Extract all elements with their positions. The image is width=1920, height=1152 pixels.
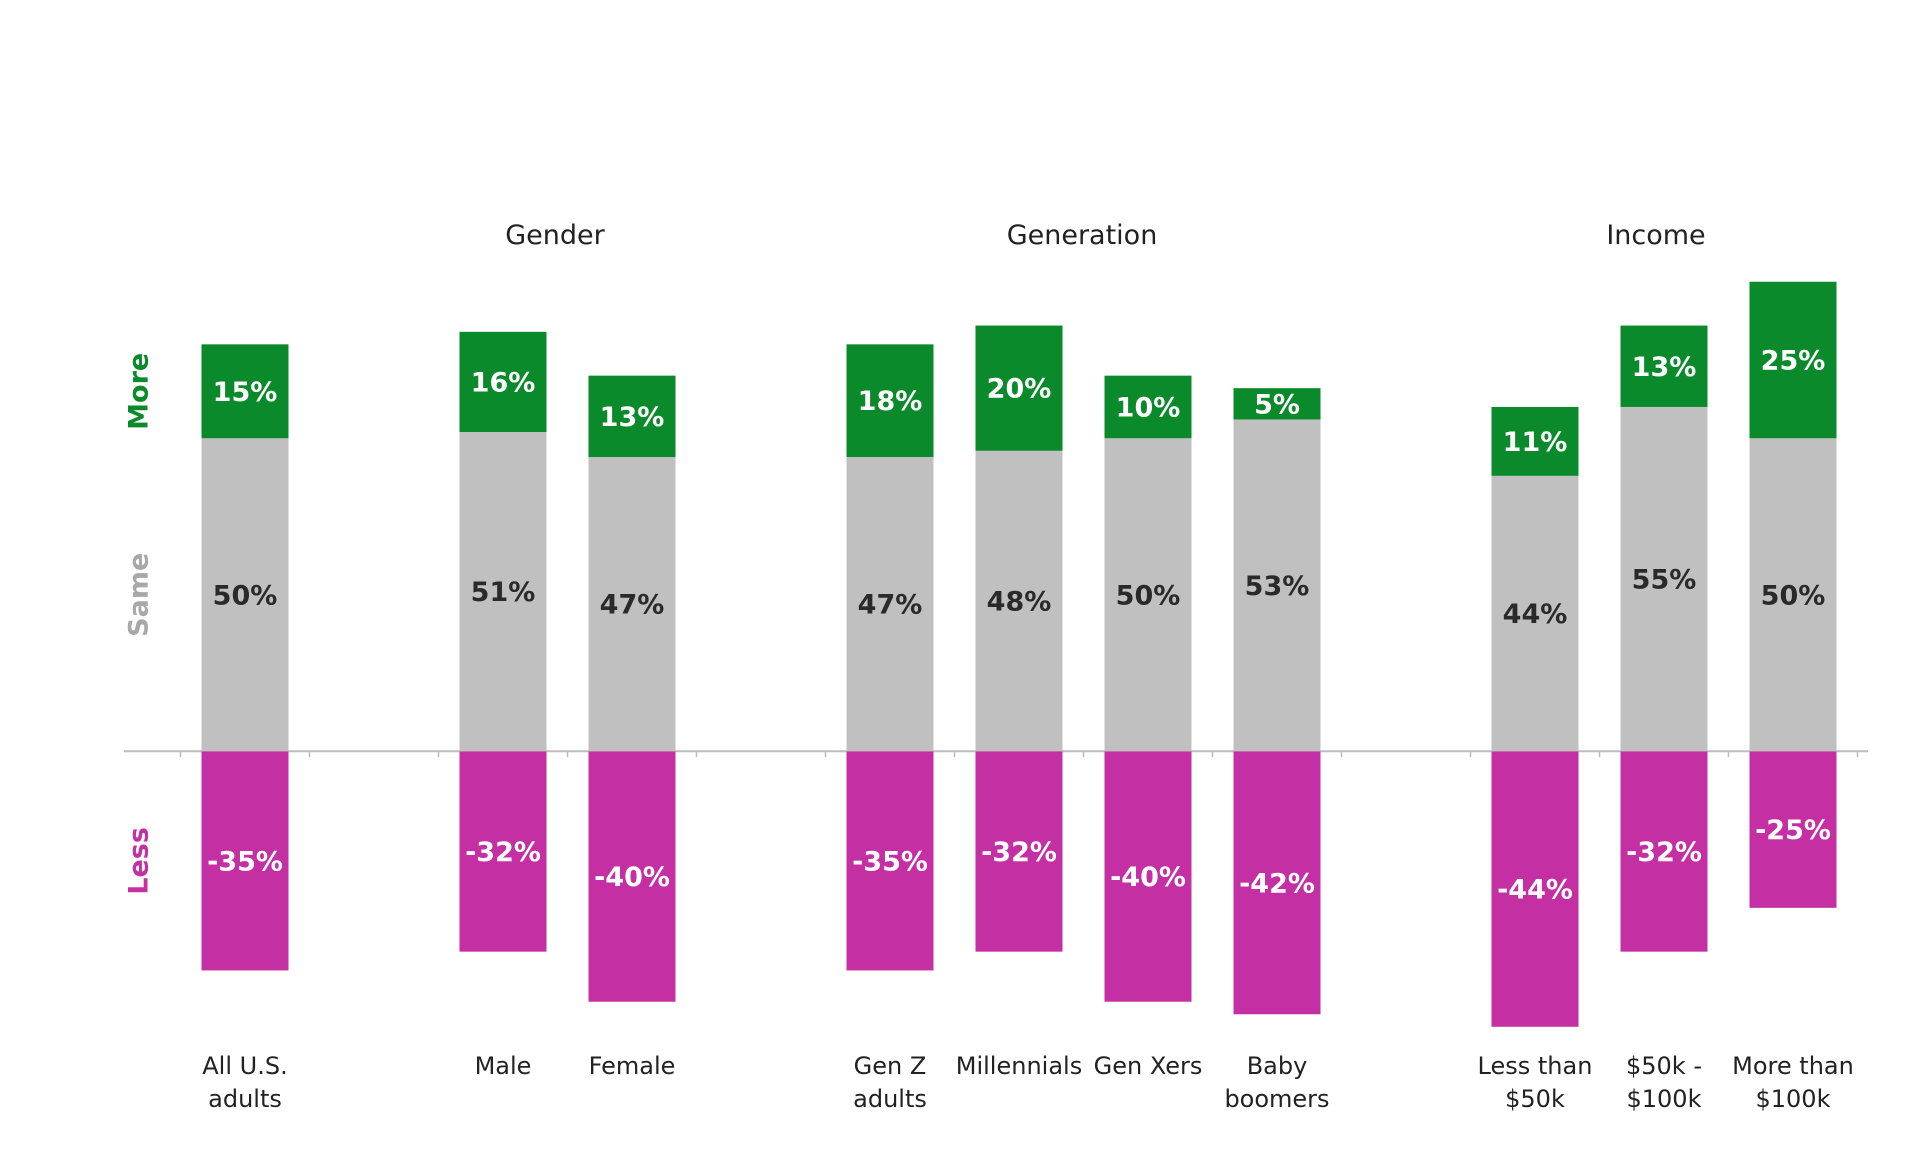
bar-segment <box>846 457 934 752</box>
bar-segment <box>1749 751 1837 908</box>
group-label: Generation <box>1006 220 1158 251</box>
bar-segment <box>1104 751 1192 1002</box>
legend-label: Same <box>124 553 155 637</box>
bar-segment <box>846 751 934 971</box>
value-label: 25% <box>1761 346 1826 377</box>
value-label: 11% <box>1503 427 1568 458</box>
bar-segment <box>459 432 547 752</box>
value-label: -32% <box>981 837 1057 868</box>
value-label: 51% <box>471 577 536 608</box>
value-label: 50% <box>1761 580 1826 611</box>
value-label: 5% <box>1254 389 1300 420</box>
bar-segment <box>1491 751 1579 1027</box>
value-label: 16% <box>471 367 536 398</box>
bar-segment <box>459 331 547 432</box>
value-label: 47% <box>858 590 923 621</box>
bar-segment <box>1233 419 1321 752</box>
value-label: 13% <box>1632 352 1697 383</box>
bar-segment <box>588 375 676 458</box>
bar-segment <box>1620 751 1708 952</box>
bar-segment <box>975 751 1063 952</box>
bar-segment <box>1749 281 1837 439</box>
value-label: 47% <box>600 590 665 621</box>
bar-segment <box>201 438 289 752</box>
legend-label: Less <box>124 827 155 895</box>
bar-segment <box>1491 406 1579 476</box>
bar-segment <box>459 751 547 952</box>
value-label: -32% <box>1626 837 1702 868</box>
value-label: 50% <box>213 580 278 611</box>
bar-segment <box>1233 388 1321 420</box>
x-tick-label: Female <box>588 1052 676 1080</box>
value-label: 15% <box>213 377 278 408</box>
bar-segment <box>1104 438 1192 752</box>
bar-segment <box>1491 475 1579 752</box>
x-tick-label: Millennials <box>955 1052 1083 1080</box>
x-tick-label: Gen Z adults <box>853 1052 927 1113</box>
bar-segment <box>846 344 934 458</box>
bar-segment <box>1620 406 1708 752</box>
value-label: -25% <box>1755 815 1831 846</box>
bar-segment <box>588 457 676 752</box>
bar-segment <box>975 450 1063 752</box>
value-label: -32% <box>465 837 541 868</box>
bar-segment <box>1749 438 1837 752</box>
x-tick-label: $50k - $100k <box>1626 1052 1702 1113</box>
bar-segment <box>975 325 1063 451</box>
x-tick-label: More than $100k <box>1732 1052 1854 1113</box>
value-label: 50% <box>1116 580 1181 611</box>
value-label: 13% <box>600 402 665 433</box>
value-label: -35% <box>207 846 283 877</box>
x-tick-label: Less than $50k <box>1477 1052 1593 1113</box>
value-label: -40% <box>1110 862 1186 893</box>
bar-segment <box>201 751 289 971</box>
bar-segment <box>588 751 676 1002</box>
group-label: Gender <box>505 220 605 251</box>
legend-label: More <box>124 353 155 430</box>
value-label: 20% <box>987 374 1052 405</box>
value-label: 10% <box>1116 392 1181 423</box>
value-label: 18% <box>858 386 923 417</box>
x-tick-label: Baby boomers <box>1224 1052 1330 1113</box>
bar-segment <box>1104 375 1192 439</box>
value-label: -44% <box>1497 875 1573 906</box>
value-label: 53% <box>1245 571 1310 602</box>
value-label: -42% <box>1239 868 1315 899</box>
bar-segment <box>1233 751 1321 1015</box>
x-tick-label: Gen Xers <box>1093 1052 1203 1080</box>
value-label: 44% <box>1503 599 1568 630</box>
value-label: 55% <box>1632 565 1697 596</box>
value-label: -40% <box>594 862 670 893</box>
x-tick-label: All U.S. adults <box>202 1052 288 1113</box>
x-tick-label: Male <box>474 1052 532 1080</box>
value-label: 48% <box>987 587 1052 618</box>
bar-segment <box>1620 325 1708 407</box>
value-label: -35% <box>852 846 928 877</box>
group-label: Income <box>1606 220 1706 251</box>
bar-segment <box>201 344 289 439</box>
